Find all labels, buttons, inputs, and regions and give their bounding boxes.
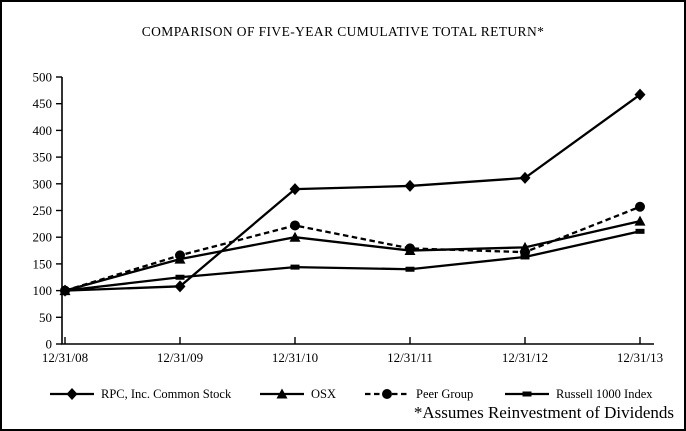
rpc-line-sample-icon [50,388,94,400]
legend-label-peer-group: Peer Group [416,386,474,401]
svg-text:350: 350 [33,150,53,165]
svg-text:250: 250 [33,203,53,218]
russell-line-sample-icon [505,391,549,397]
svg-text:12/31/13: 12/31/13 [617,350,663,365]
legend-label-osx: OSX [311,386,337,401]
svg-text:0: 0 [46,337,53,352]
svg-text:12/31/10: 12/31/10 [272,350,318,365]
legend-item-russell: Russell 1000 Index [505,386,653,402]
peer-group-line-sample-icon [365,389,409,399]
svg-text:12/31/09: 12/31/09 [157,350,203,365]
svg-text:300: 300 [33,176,53,191]
svg-text:100: 100 [33,283,53,298]
svg-text:12/31/08: 12/31/08 [42,350,88,365]
svg-text:400: 400 [33,123,53,138]
svg-text:12/31/11: 12/31/11 [387,350,433,365]
svg-text:500: 500 [33,70,53,85]
legend-label-russell: Russell 1000 Index [556,386,653,401]
osx-line-sample-icon [260,388,304,399]
legend-item-peer-group: Peer Group [365,386,473,402]
svg-text:200: 200 [33,230,53,245]
legend-item-rpc: RPC, Inc. Common Stock [50,386,231,402]
legend-item-osx: OSX [260,386,336,402]
chart-footnote: *Assumes Reinvestment of Dividends [413,403,674,422]
legend-label-rpc: RPC, Inc. Common Stock [101,386,232,401]
svg-text:12/31/12: 12/31/12 [502,350,548,365]
chart-title: COMPARISON OF FIVE-YEAR CUMULATIVE TOTAL… [141,24,545,39]
svg-text:150: 150 [33,256,53,271]
svg-text:450: 450 [33,96,53,111]
svg-text:50: 50 [39,310,52,325]
